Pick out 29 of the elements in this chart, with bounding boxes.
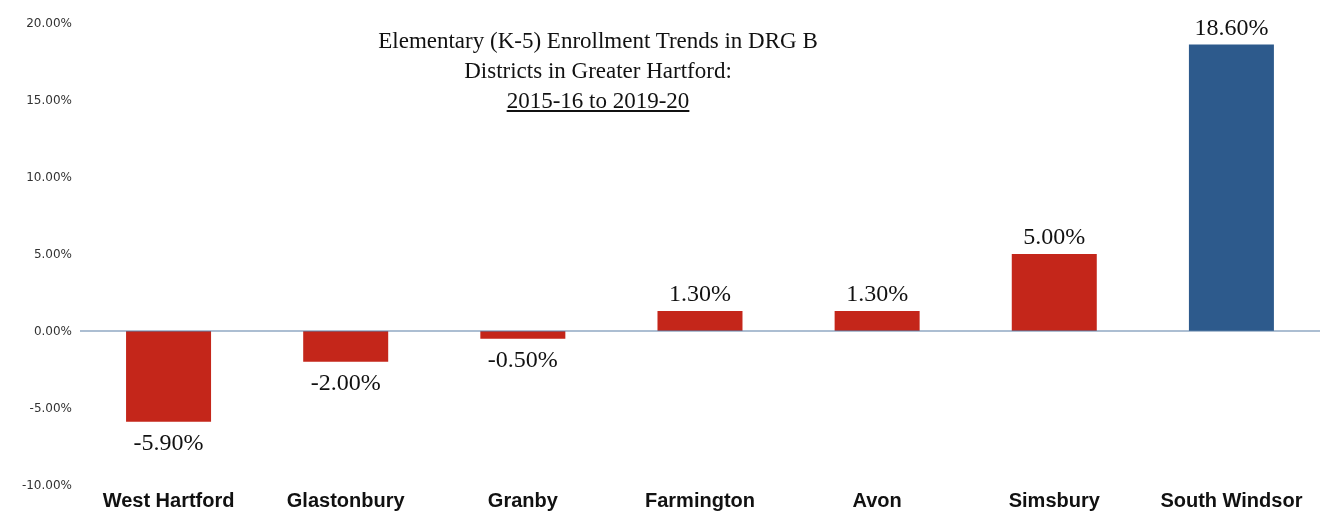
x-tick-label: Granby [487, 489, 559, 512]
y-tick-label: 10.00% [26, 170, 72, 185]
x-tick-label: Avon [852, 489, 902, 512]
bar [834, 310, 920, 331]
data-label: 18.60% [1194, 13, 1269, 40]
bar [1188, 44, 1274, 331]
bar [1011, 254, 1097, 331]
y-tick-label: 0.00% [33, 324, 72, 339]
y-tick-label: 5.00% [33, 247, 72, 262]
x-tick-label: West Hartford [102, 489, 235, 512]
y-tick-label: 20.00% [26, 16, 72, 31]
y-tick-label: -5.00% [29, 401, 72, 416]
y-tick-label: -10.00% [21, 478, 72, 493]
bar [126, 331, 212, 422]
x-tick-label: Glastonbury [286, 489, 406, 512]
data-label: 1.30% [668, 279, 731, 306]
data-label: 5.00% [1023, 223, 1086, 249]
data-label: -0.50% [487, 345, 558, 372]
bar [657, 310, 743, 331]
text: 2015-16 to 2019-20 [505, 87, 691, 115]
y-tick-label: 15.00% [26, 93, 72, 108]
x-tick-label: Farmington [645, 489, 755, 512]
x-tick-label: South Windsor [1160, 489, 1303, 512]
bar [303, 331, 389, 362]
data-label: 1.30% [846, 279, 909, 306]
data-label: -2.00% [310, 368, 381, 395]
data-label: -5.90% [133, 428, 204, 455]
x-tick-label: Simsbury [1008, 489, 1101, 512]
text: Elementary (K-5) Enrollment Trends in DRG B Districts in Greater Hartford: [378, 27, 818, 85]
